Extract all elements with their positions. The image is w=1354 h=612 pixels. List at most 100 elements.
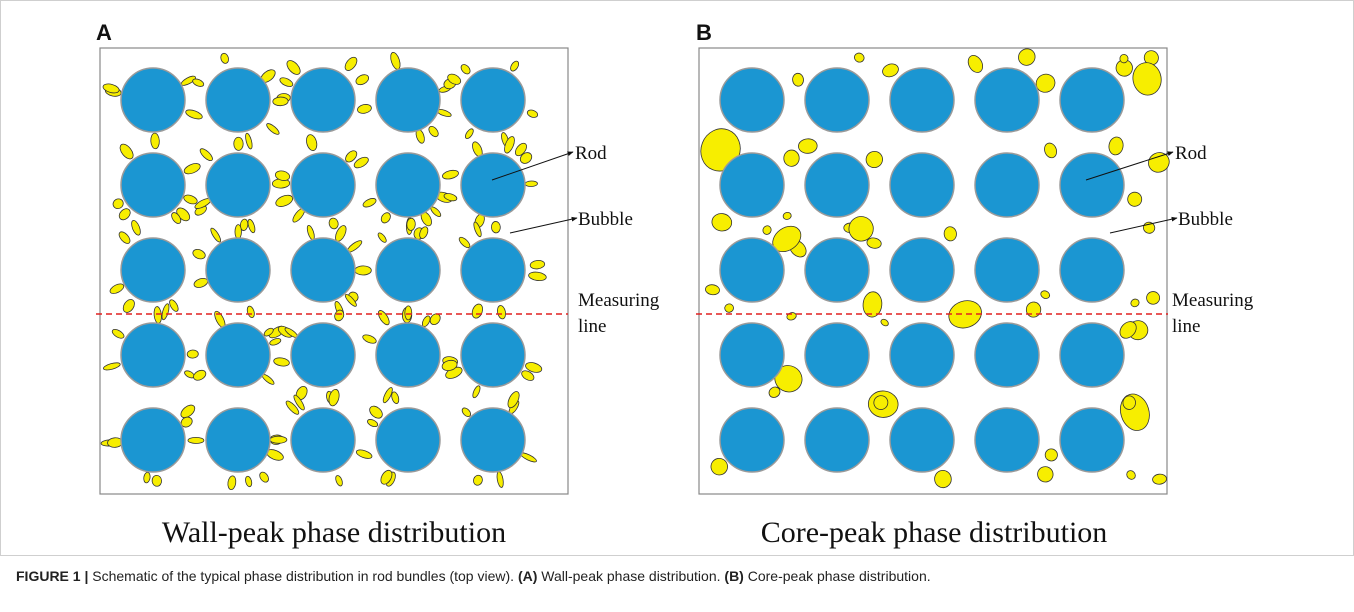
panel-subtitle: Core-peak phase distribution xyxy=(761,516,1108,549)
bubble xyxy=(853,52,866,64)
bubble xyxy=(270,436,287,443)
bubble xyxy=(367,404,384,421)
bubble xyxy=(305,133,319,151)
bubble xyxy=(143,472,151,483)
rod xyxy=(805,153,869,217)
bubble xyxy=(152,475,162,487)
bubble xyxy=(798,138,818,154)
rod xyxy=(890,153,954,217)
bubble xyxy=(496,305,506,320)
rod xyxy=(720,238,784,302)
rod xyxy=(975,323,1039,387)
panel: BRodBubbleMeasuringlineCore-peak phase d… xyxy=(695,20,1254,549)
bubble xyxy=(362,333,378,345)
rod xyxy=(461,68,525,132)
rod-label: Rod xyxy=(575,143,607,164)
bubble xyxy=(333,309,345,323)
bubble xyxy=(459,63,472,76)
rod xyxy=(121,68,185,132)
rod xyxy=(376,153,440,217)
rod xyxy=(1060,238,1124,302)
bubble xyxy=(117,230,132,246)
caption-text: Wall-peak phase distribution. xyxy=(541,568,720,584)
bubble xyxy=(1130,298,1141,308)
figure-caption: FIGURE 1 | Schematic of the typical phas… xyxy=(16,568,931,584)
bubble xyxy=(470,303,484,320)
rod xyxy=(720,68,784,132)
bubble xyxy=(121,297,137,314)
rod xyxy=(121,238,185,302)
bubble xyxy=(220,52,230,64)
bubble xyxy=(933,469,952,489)
rod xyxy=(206,408,270,472)
rod xyxy=(805,408,869,472)
bubble xyxy=(943,226,957,242)
bubble-arrow xyxy=(510,218,577,233)
bubble xyxy=(1141,220,1156,235)
rod xyxy=(890,238,954,302)
bubble xyxy=(246,305,256,318)
bubble xyxy=(1152,473,1167,484)
measuring-label: line xyxy=(1172,316,1201,337)
rod xyxy=(805,68,869,132)
bubble xyxy=(168,298,180,312)
bubble xyxy=(362,197,378,209)
bubble xyxy=(1045,449,1058,461)
bubble xyxy=(786,311,797,321)
bubble xyxy=(1015,45,1038,68)
rod xyxy=(975,408,1039,472)
bubble xyxy=(198,147,214,163)
bubble xyxy=(109,282,126,296)
bubble xyxy=(354,73,370,87)
bubble xyxy=(244,133,253,150)
bubble xyxy=(284,58,302,77)
rod xyxy=(121,153,185,217)
rod xyxy=(121,408,185,472)
bubble xyxy=(427,125,440,139)
rod xyxy=(291,408,355,472)
bubble xyxy=(334,475,343,487)
bubble xyxy=(530,260,545,270)
bubble xyxy=(273,97,289,106)
rod xyxy=(1060,153,1124,217)
bubble xyxy=(187,350,198,358)
rod xyxy=(291,323,355,387)
rod xyxy=(206,153,270,217)
bubble-label: Bubble xyxy=(1178,209,1233,230)
bubble xyxy=(111,197,125,210)
rod xyxy=(975,238,1039,302)
bubble xyxy=(389,51,402,70)
bubble xyxy=(188,437,204,443)
panel-subtitle: Wall-peak phase distribution xyxy=(162,516,506,549)
measuring-label: Measuring xyxy=(1172,290,1254,311)
bubble-label: Bubble xyxy=(578,209,633,230)
rod xyxy=(805,323,869,387)
bubble xyxy=(471,385,481,399)
rod xyxy=(805,238,869,302)
bubble xyxy=(792,73,804,87)
bubble xyxy=(130,219,142,236)
bubble xyxy=(102,82,120,94)
bubble xyxy=(1108,136,1125,156)
bubble xyxy=(279,76,295,88)
rod xyxy=(291,238,355,302)
bubble xyxy=(192,368,208,382)
bubble xyxy=(355,266,372,275)
bubble xyxy=(265,122,281,136)
rod xyxy=(975,68,1039,132)
rod xyxy=(121,323,185,387)
rod xyxy=(890,408,954,472)
bubble xyxy=(1042,141,1058,159)
rod xyxy=(890,323,954,387)
bubble xyxy=(784,150,800,167)
rod xyxy=(461,153,525,217)
rod xyxy=(1060,68,1124,132)
rod xyxy=(291,153,355,217)
bubble xyxy=(525,181,538,187)
rod xyxy=(720,323,784,387)
bubble xyxy=(191,248,206,261)
measuring-label: line xyxy=(578,316,607,337)
bubble xyxy=(965,53,985,75)
bubble xyxy=(881,62,901,79)
